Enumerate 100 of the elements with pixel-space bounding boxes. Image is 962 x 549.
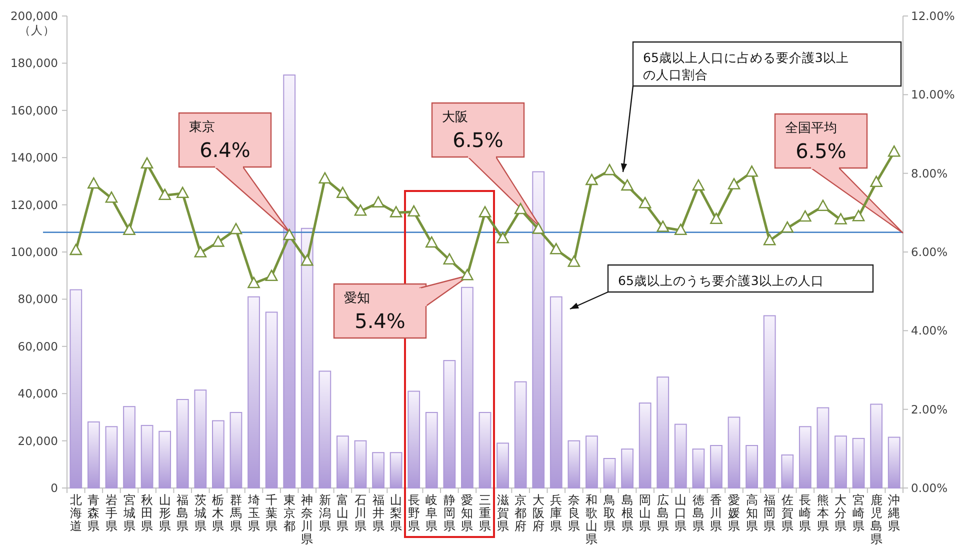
bar <box>692 448 705 488</box>
x-tick-label: 秋田県 <box>141 493 154 533</box>
point <box>283 228 296 240</box>
x-tick-label: 三重県 <box>479 493 491 533</box>
x-tick-label: 宮崎県 <box>852 493 865 533</box>
bar <box>621 448 634 488</box>
x-tick-label: 東京都 <box>283 493 296 533</box>
bar <box>781 454 794 488</box>
point <box>265 270 278 282</box>
x-tick-label: 神奈川県 <box>301 493 314 546</box>
bar <box>390 452 402 488</box>
x-tick-label: 和歌山県 <box>586 493 598 546</box>
bar <box>70 289 82 488</box>
point <box>194 246 207 258</box>
point <box>852 210 865 222</box>
bar <box>158 430 172 488</box>
point <box>746 166 758 177</box>
x-tick-label: 沖縄県 <box>887 493 900 533</box>
x-tick-label: 大阪府 <box>532 493 544 533</box>
bar <box>318 370 332 488</box>
y-tick-label: 140,000 <box>10 150 58 165</box>
bar <box>283 74 296 488</box>
point <box>656 220 670 232</box>
bar <box>798 426 812 488</box>
x-tick-label: 岡山県 <box>639 493 652 533</box>
bar <box>248 296 260 488</box>
x-tick-label: 熊本県 <box>816 493 829 533</box>
bar <box>496 442 509 488</box>
y-tick-label: 80,000 <box>18 292 58 306</box>
point <box>888 145 900 157</box>
point <box>443 253 456 265</box>
x-tick-label: 大分県 <box>834 493 847 533</box>
bar <box>888 436 900 488</box>
point <box>425 236 438 248</box>
bar <box>194 390 207 488</box>
bar <box>300 228 314 488</box>
y-tick-label: 120,000 <box>10 198 58 212</box>
x-tick-label: 愛媛県 <box>728 493 740 533</box>
point <box>674 224 687 236</box>
x-tick-label: 静岡県 <box>443 493 456 533</box>
bar <box>763 315 776 488</box>
point <box>586 174 598 186</box>
x-tick-label: 北海道 <box>70 493 82 533</box>
point <box>568 256 580 267</box>
y-tick-label: 20,000 <box>18 434 58 448</box>
bar <box>532 171 545 488</box>
point <box>123 224 136 236</box>
y-tick-label: 40,000 <box>18 386 58 401</box>
x-tick-label: 岐阜県 <box>426 493 438 533</box>
x-tick-label: 長野県 <box>408 493 420 533</box>
point <box>834 213 847 224</box>
y-tick-label: 60,000 <box>18 339 58 354</box>
point <box>763 234 776 246</box>
bar <box>746 445 758 488</box>
x-tick-label: 山形県 <box>158 493 171 533</box>
x-tick-label: 茨城県 <box>193 493 206 533</box>
bar <box>372 452 384 488</box>
bar <box>514 381 527 488</box>
x-tick-label: 山梨県 <box>390 493 402 533</box>
bar <box>176 399 189 488</box>
x-tick-label: 宮城県 <box>122 493 136 533</box>
point <box>870 176 882 188</box>
y-tick-label: 180,000 <box>10 56 58 70</box>
bar <box>870 404 883 488</box>
bar <box>336 436 349 488</box>
point <box>461 268 474 280</box>
x-tick-label: 滋賀県 <box>496 493 509 533</box>
x-tick-label: 石川県 <box>354 493 366 533</box>
x-tick-label: 青森県 <box>88 493 100 533</box>
bar <box>816 407 830 488</box>
point <box>408 205 420 217</box>
point <box>158 188 171 200</box>
x-tick-label: 富山県 <box>336 493 349 533</box>
point <box>478 206 492 218</box>
bar <box>354 440 367 488</box>
x-tick-label: 愛知県 <box>461 493 474 533</box>
annotation: 大阪 6.5% <box>442 110 504 152</box>
point <box>140 157 154 169</box>
point <box>710 212 722 224</box>
bar <box>123 406 136 488</box>
point <box>781 221 794 233</box>
x-tick-label: 新潟県 <box>318 493 331 533</box>
y2-tick-label: 4.00% <box>911 324 948 338</box>
bar <box>674 424 687 488</box>
bar <box>710 445 722 488</box>
annotation: 愛知 5.4% <box>344 291 406 333</box>
y-tick-label: 100,000 <box>10 245 58 259</box>
y2-tick-label: 6.00% <box>911 245 948 259</box>
bar <box>140 424 154 488</box>
bar <box>443 360 456 488</box>
point <box>372 196 384 208</box>
x-tick-label: 千葉県 <box>266 493 278 533</box>
bar <box>87 421 100 488</box>
point <box>514 202 527 214</box>
point <box>88 177 100 189</box>
y-tick-label: 0 <box>50 481 58 495</box>
x-tick-label: 香川県 <box>710 493 722 533</box>
x-tick-label: 鹿児島県 <box>870 493 882 546</box>
point <box>105 191 118 203</box>
y2-tick-label: 12.00% <box>911 9 955 23</box>
